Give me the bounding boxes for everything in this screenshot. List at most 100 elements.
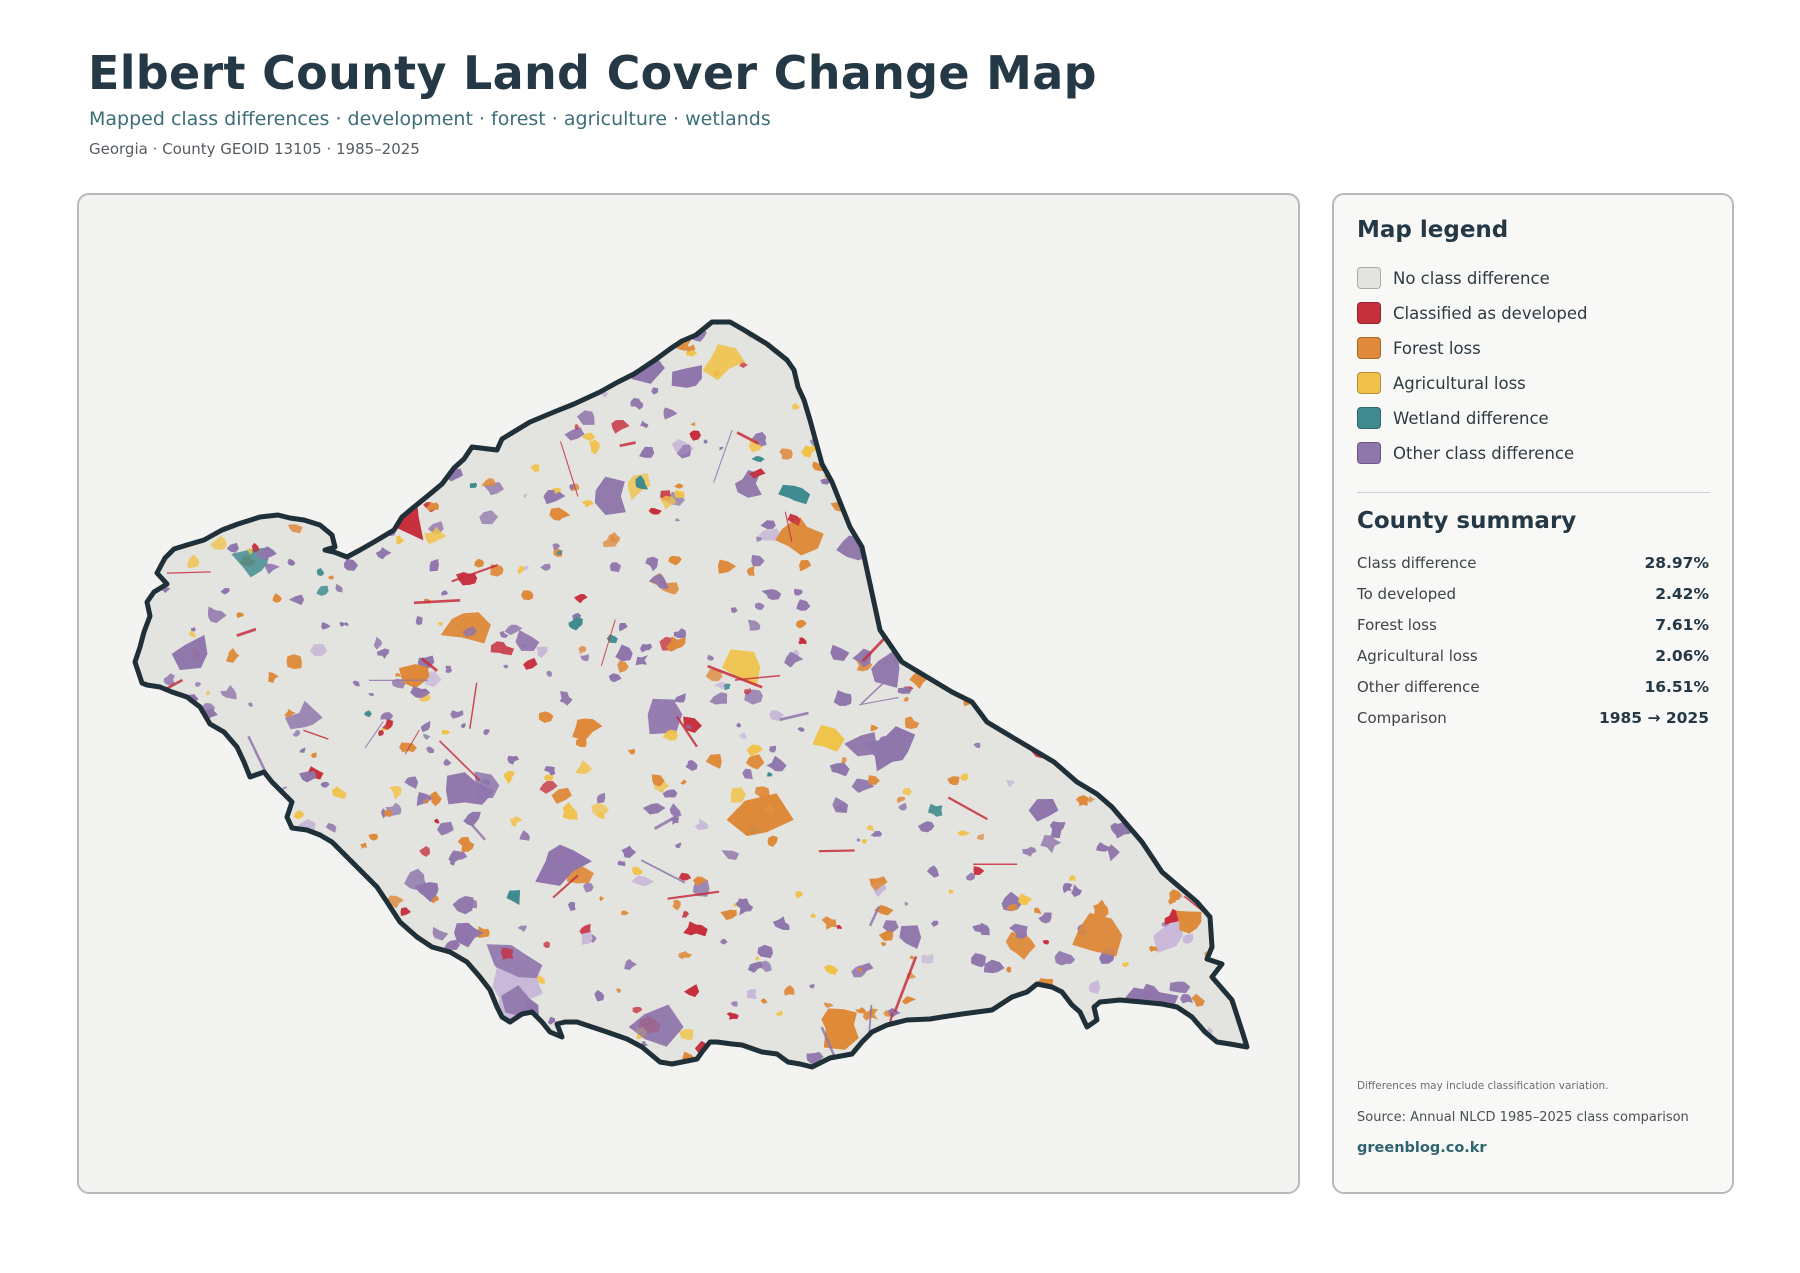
change-patch (391, 975, 408, 989)
change-patch (1175, 748, 1193, 758)
change-patch (1199, 464, 1218, 477)
change-patch (321, 877, 334, 886)
change-patch (1229, 908, 1238, 919)
change-patch (976, 681, 981, 686)
change-patch (872, 464, 888, 479)
change-patch (940, 371, 949, 378)
change-patch (784, 985, 795, 996)
change-patch (415, 615, 423, 625)
change-patch (348, 955, 359, 962)
change-patch (755, 602, 765, 610)
change-patch (347, 1029, 357, 1041)
change-patch (1009, 923, 1028, 939)
change-patch (479, 510, 499, 525)
change-patch (965, 530, 979, 542)
change-patch (909, 955, 915, 960)
change-patch (255, 951, 264, 958)
change-patch (454, 922, 484, 948)
change-patch (477, 1056, 486, 1066)
change-patch (221, 917, 228, 924)
site-link[interactable]: greenblog.co.kr (1357, 1140, 1487, 1156)
change-patch (167, 431, 175, 439)
change-patch (831, 332, 845, 343)
change-patch (462, 626, 478, 637)
change-patch (347, 1029, 357, 1041)
change-patch (1008, 603, 1043, 630)
change-patch (589, 439, 600, 455)
change-patch (960, 773, 969, 781)
change-patch (1164, 593, 1176, 608)
change-patch (955, 391, 974, 409)
change-patch (1180, 348, 1194, 362)
change-patch (254, 934, 262, 940)
change-patch (686, 724, 692, 729)
change-patch (1006, 966, 1012, 973)
change-patch (721, 850, 740, 860)
change-patch (243, 492, 262, 506)
change-patch (477, 424, 490, 433)
change-patch (163, 836, 170, 843)
change-patch (285, 1034, 301, 1049)
change-patch (335, 324, 342, 331)
change-patch (436, 952, 442, 958)
change-patch (1158, 357, 1178, 370)
change-patch (1121, 503, 1136, 514)
change-patch (932, 542, 942, 551)
change-patch (551, 1037, 562, 1052)
change-patch (999, 1016, 1014, 1029)
change-patch (141, 1012, 152, 1019)
change-patch (391, 501, 404, 509)
change-patch (389, 441, 410, 458)
change-patch (1042, 940, 1050, 945)
change-patch (486, 944, 543, 986)
change-patch (1038, 387, 1070, 412)
change-patch (645, 556, 659, 572)
change-patch (1186, 673, 1202, 687)
change-patch (1018, 672, 1033, 682)
change-patch (746, 744, 763, 757)
change-patch (375, 547, 392, 560)
change-patch (720, 938, 728, 945)
change-patch (394, 479, 403, 489)
linear-change-feature (818, 849, 855, 853)
summary-label: Comparison (1357, 709, 1447, 727)
linear-change-feature (858, 696, 899, 706)
county-map[interactable] (79, 195, 1300, 1194)
change-patch (684, 984, 700, 997)
summary-row-agricultural-loss: Agricultural loss 2.06% (1357, 645, 1709, 667)
change-patch (255, 951, 264, 958)
change-patch (1099, 521, 1112, 533)
change-patch (436, 821, 454, 836)
change-patch (152, 762, 161, 771)
change-patch (191, 626, 197, 632)
change-patch (648, 508, 662, 515)
change-patch (148, 808, 203, 834)
change-patch (726, 1012, 739, 1020)
change-patch (1193, 611, 1215, 627)
map-panel[interactable]: N (77, 193, 1300, 1194)
change-patch (1022, 846, 1037, 857)
change-patch (964, 581, 976, 595)
change-patch (386, 470, 396, 478)
change-patch (786, 346, 797, 360)
change-patch (354, 440, 371, 455)
change-patch (709, 692, 728, 705)
change-patch (1100, 541, 1106, 548)
change-patch (364, 710, 372, 718)
summary-label: Agricultural loss (1357, 647, 1478, 665)
change-patch (742, 768, 753, 780)
change-patch (588, 345, 612, 367)
change-patch (378, 730, 384, 736)
change-patch (739, 732, 747, 739)
change-patch (673, 628, 687, 639)
change-patch (361, 322, 373, 326)
change-patch (675, 517, 681, 522)
change-patch (148, 808, 203, 834)
change-patch (1170, 351, 1186, 363)
change-patch (145, 923, 165, 942)
change-patch (675, 842, 682, 849)
change-patch (245, 334, 260, 352)
change-patch (414, 328, 425, 337)
linear-change-feature (320, 1025, 349, 1067)
change-patch (474, 558, 485, 568)
